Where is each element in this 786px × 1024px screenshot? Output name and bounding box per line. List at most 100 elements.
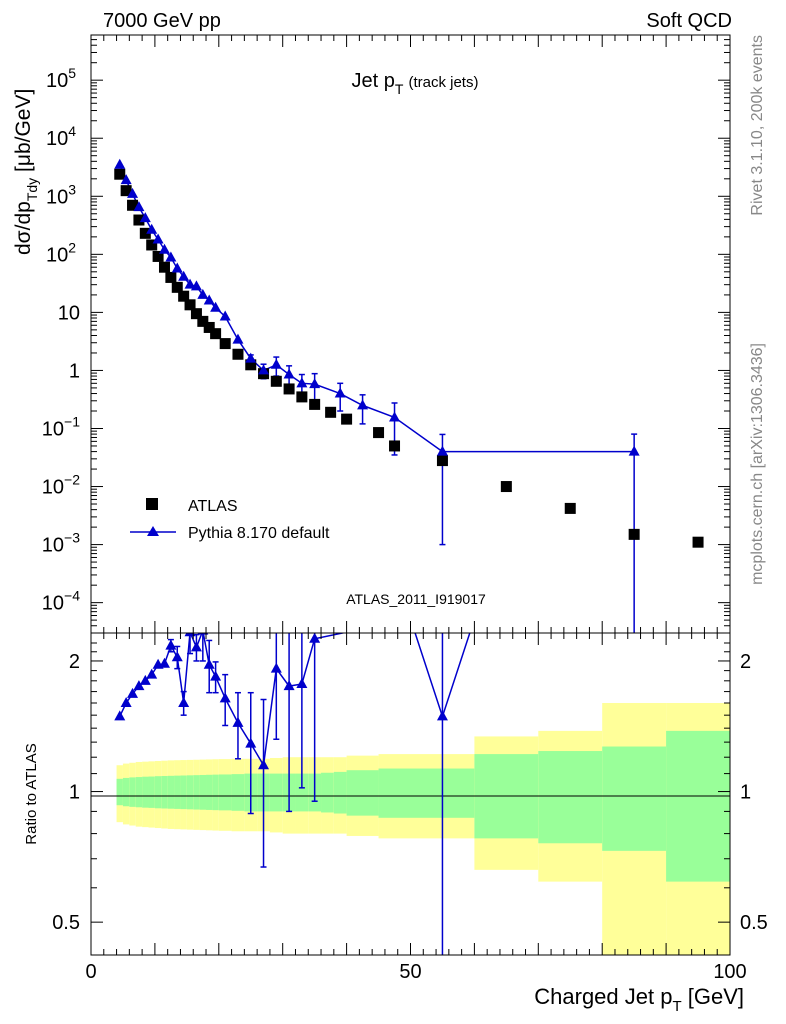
atlas-data-point — [146, 239, 158, 251]
mc-data-point — [232, 333, 244, 344]
main-title: Jet pT (track jets) — [352, 70, 479, 97]
ratio-data-point — [190, 641, 202, 652]
band-inner-bin — [602, 746, 667, 851]
ratio-y-tick-label-right: 1 — [740, 782, 751, 804]
ratio-data-point — [210, 670, 222, 681]
main-y-tick-label: 10−2 — [42, 472, 80, 499]
atlas-data-point — [564, 502, 576, 514]
atlas-data-point — [139, 227, 151, 239]
mc-data-point — [270, 358, 282, 369]
band-inner-bin — [167, 775, 175, 809]
mc-data-point — [190, 280, 202, 291]
x-axis-label: Charged Jet pT [GeV] — [534, 984, 744, 1015]
ratio-y-tick-label-right: 2 — [740, 651, 751, 673]
ratio-data-point — [114, 710, 126, 721]
main-y-tick-label: 105 — [46, 65, 76, 92]
band-inner-bin — [212, 774, 219, 811]
atlas-data-point — [341, 413, 353, 425]
x-tick-label: 50 — [399, 961, 421, 983]
ratio-data-point — [232, 716, 244, 727]
mc-data-point — [158, 243, 170, 254]
atlas-data-point — [178, 290, 190, 302]
mc-data-point — [219, 310, 231, 321]
main-y-tick-label: 1 — [69, 360, 80, 382]
mc-data-point — [210, 301, 222, 312]
atlas-data-point — [120, 185, 132, 197]
mc-data-point — [133, 201, 145, 212]
atlas-data-point — [203, 321, 215, 333]
band-inner-bin — [180, 775, 187, 810]
mc-data-point — [389, 411, 401, 422]
atlas-data-point — [692, 536, 704, 548]
mc-data-point — [203, 294, 215, 305]
ratio-uncertainty-bands — [116, 703, 730, 955]
ratio-y-tick-label-left: 2 — [69, 651, 80, 673]
ratio-data-point — [270, 662, 282, 673]
band-inner-bin — [666, 730, 730, 882]
band-inner-bin — [378, 768, 411, 818]
band-inner-bin — [186, 775, 194, 810]
ratio-data-point — [258, 759, 270, 770]
ratio-data-point — [165, 639, 177, 650]
band-inner-bin — [161, 776, 168, 809]
mc-data-point — [171, 262, 183, 273]
main-y-tick-label: 102 — [46, 239, 76, 266]
ratio-y-tick-label-left: 1 — [69, 782, 80, 804]
band-inner-bin — [538, 751, 603, 844]
atlas-data-point — [232, 348, 244, 360]
tick-labels: 10−4 10−3 10−2 10−1 1 10 102 103 104 105 0.5 0.5 1 1 2… — [42, 65, 768, 983]
ratio-y-tick-label-left: 0.5 — [52, 912, 80, 934]
mc-data-point — [334, 387, 346, 398]
mc-data-point — [178, 270, 190, 281]
mc-data-point — [114, 158, 126, 169]
atlas-data-point — [270, 375, 282, 387]
main-plot-area — [114, 158, 704, 633]
band-inner-bin — [116, 778, 123, 806]
ratio-plot-area — [114, 633, 471, 955]
mc-data-point — [146, 223, 158, 234]
legend: ATLAS Pythia 8.170 default — [130, 498, 330, 542]
atlas-data-point — [436, 455, 448, 467]
band-inner-bin — [295, 773, 309, 812]
ratio-data-point — [245, 737, 257, 748]
main-y-tick-label: 10 — [58, 302, 80, 324]
ratio-data-point — [146, 668, 158, 679]
mc-data-point — [165, 251, 177, 262]
mc-data-point — [152, 233, 164, 244]
analysis-label: ATLAS_2011_I919017 — [346, 591, 486, 607]
atlas-data-point — [152, 250, 164, 262]
band-inner-bin — [321, 772, 334, 813]
atlas-data-point — [184, 299, 196, 311]
ratio-data-point — [139, 674, 151, 685]
mc-data-point — [283, 368, 295, 379]
band-inner-bin — [129, 777, 136, 807]
band-inner-bin — [142, 776, 149, 808]
band-inner-bin — [122, 777, 130, 807]
atlas-data-point — [389, 440, 401, 452]
mc-data-point — [245, 352, 257, 363]
mc-data-point — [197, 288, 209, 299]
band-inner-bin — [135, 777, 143, 808]
legend-atlas-marker — [146, 498, 158, 510]
band-inner-bin — [218, 774, 232, 811]
main-y-tick-label: 10−1 — [42, 413, 80, 440]
atlas-data-point — [325, 406, 337, 418]
main-y-tick-label: 104 — [46, 123, 76, 150]
atlas-data-point — [309, 398, 321, 410]
atlas-data-point — [210, 328, 222, 340]
band-inner-bin — [148, 776, 155, 808]
band-inner-bin — [174, 775, 181, 809]
mc-data-point — [184, 278, 196, 289]
atlas-data-point — [283, 383, 295, 395]
legend-mc-marker — [147, 526, 159, 536]
ratio-data-point — [219, 692, 231, 703]
main-y-tick-label: 10−4 — [42, 588, 80, 615]
atlas-data-point — [197, 315, 209, 327]
atlas-data-point — [171, 281, 183, 293]
atlas-data-point — [190, 308, 202, 320]
mc-line — [119, 164, 635, 453]
band-inner-bin — [154, 776, 162, 809]
mc-data-point — [436, 445, 448, 456]
x-tick-label: 100 — [713, 961, 746, 983]
